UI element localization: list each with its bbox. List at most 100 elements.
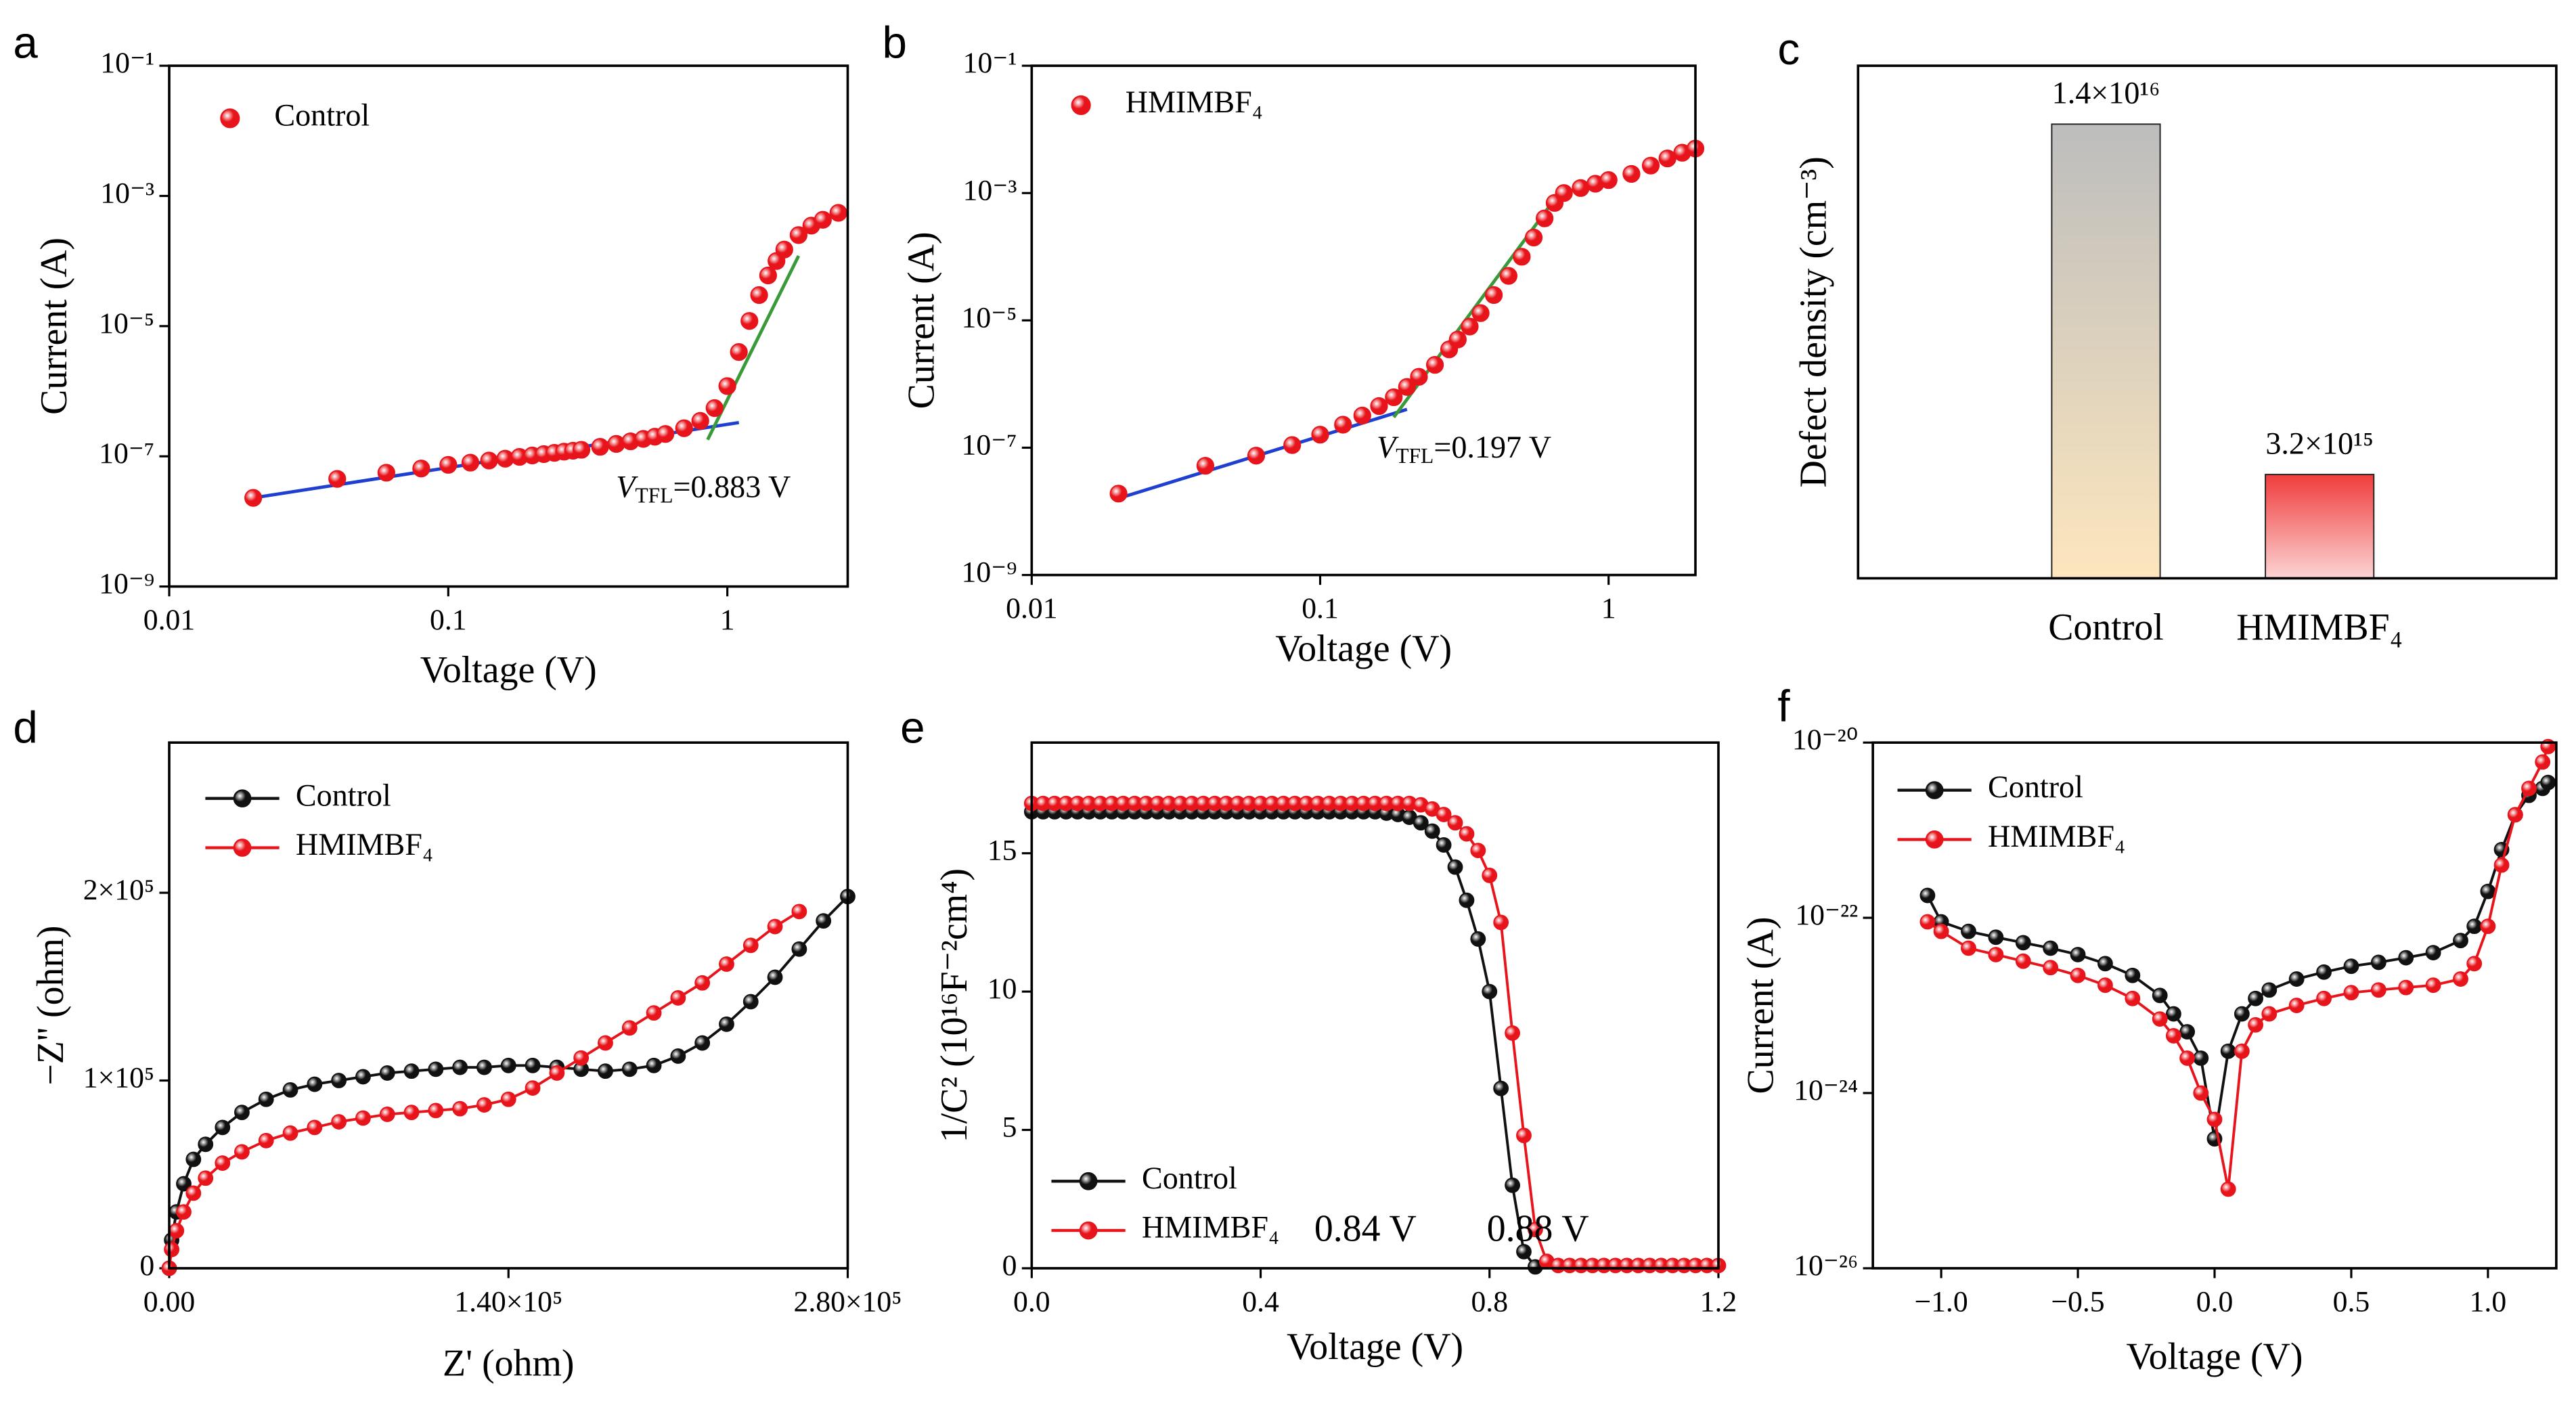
point [1311, 426, 1329, 444]
point [185, 1185, 202, 1201]
point [1334, 416, 1352, 434]
legend-marker [1925, 781, 1944, 799]
point [621, 1020, 638, 1036]
panel-label: c [1777, 24, 1800, 74]
point [1641, 156, 1660, 175]
point [2220, 1181, 2236, 1197]
point [2540, 774, 2556, 790]
y-tick-label: 10⁻¹ [100, 47, 154, 79]
x-tick-label: 0.1 [430, 604, 467, 636]
series-line [1031, 810, 1536, 1268]
panel-label: e [900, 703, 925, 753]
point [742, 994, 759, 1010]
point [2070, 947, 2086, 962]
legend-label: HMIMBF₄ [1142, 1210, 1279, 1245]
x-tick-label: 0.01 [143, 604, 195, 636]
point [1622, 164, 1641, 183]
y-tick-label: 10⁻⁹ [962, 556, 1017, 589]
point [607, 435, 625, 453]
point [2234, 1006, 2250, 1022]
y-tick-label: 5 [1002, 1111, 1017, 1144]
point [307, 1119, 323, 1136]
point [1459, 892, 1475, 908]
point [1413, 815, 1429, 831]
x-tick-label: 1.40×10⁵ [454, 1285, 562, 1318]
annotation: VTFL=0.883 V [616, 469, 791, 508]
y-tick-label: 10⁻²⁶ [1794, 1249, 1858, 1282]
point [377, 464, 395, 482]
point [1933, 923, 1949, 939]
point [1436, 837, 1452, 853]
x-tick-label: 0.5 [2333, 1285, 2370, 1318]
point [1247, 447, 1266, 465]
point [718, 377, 736, 395]
x-tick-label: 1.0 [2470, 1285, 2507, 1318]
point [816, 913, 832, 929]
point [379, 1107, 395, 1122]
x-tick-label: −0.5 [2051, 1285, 2104, 1318]
x-tick-label: 0.8 [1471, 1285, 1508, 1318]
annotation: 0.88 V [1487, 1207, 1589, 1249]
x-tick-label: 1.2 [1700, 1285, 1737, 1318]
legend-marker [1925, 830, 1944, 849]
point [1505, 1025, 1520, 1041]
point [2398, 950, 2414, 966]
point [1385, 388, 1403, 407]
point [2152, 1011, 2168, 1027]
point [1447, 815, 1463, 831]
point [2288, 998, 2305, 1013]
plot-frame [1030, 741, 1720, 1270]
point [1988, 947, 2004, 962]
point [328, 470, 347, 488]
legend-label: HMIMBF₄ [296, 827, 433, 862]
point [2453, 933, 2468, 949]
point [2166, 1028, 2181, 1044]
annotation-symbol: V [1377, 430, 1399, 464]
y-axis-title: Current (A) [900, 231, 942, 409]
point [1572, 179, 1590, 197]
point [258, 1091, 274, 1107]
point [331, 1073, 347, 1088]
point [750, 286, 768, 305]
point [1555, 184, 1573, 202]
point [1470, 843, 1486, 859]
x-tick-label: 1 [720, 604, 735, 636]
point [2043, 940, 2059, 956]
point [1961, 940, 1976, 956]
x-tick-label: Control [2048, 606, 2164, 648]
y-tick-label: 10⁻⁵ [962, 301, 1017, 334]
point [525, 1080, 541, 1096]
point [1482, 868, 1498, 883]
y-tick-label: 10⁻²⁴ [1794, 1074, 1858, 1107]
point [670, 990, 686, 1006]
y-tick-label: 10⁻⁹ [99, 568, 154, 600]
point [476, 1097, 492, 1113]
x-axis-title: Voltage (V) [2127, 1336, 2303, 1378]
point [591, 438, 609, 456]
point [1410, 368, 1428, 386]
point [2070, 967, 2086, 983]
panel-label: a [13, 18, 38, 67]
legend-label: Control [1142, 1161, 1237, 1195]
annotation: VTFL=0.197 V [1377, 430, 1551, 468]
x-tick-label: 0.0 [1013, 1285, 1050, 1318]
point [775, 240, 793, 259]
panel-label: d [13, 703, 37, 753]
point [2261, 982, 2278, 998]
x-tick-label: 0.1 [1302, 592, 1339, 625]
y-tick-label: 15 [987, 834, 1017, 867]
point [1353, 406, 1371, 425]
point [598, 1063, 613, 1079]
point [198, 1136, 214, 1153]
point [2015, 935, 2031, 951]
point [2370, 954, 2386, 971]
point [1919, 914, 1936, 930]
point [2125, 967, 2141, 983]
point [355, 1110, 371, 1126]
value-label: 3.2×10¹⁵ [2265, 426, 2374, 460]
annotation-subscript: TFL [635, 484, 673, 508]
point [2179, 1050, 2196, 1066]
point [2480, 918, 2496, 935]
point [2152, 987, 2168, 1004]
